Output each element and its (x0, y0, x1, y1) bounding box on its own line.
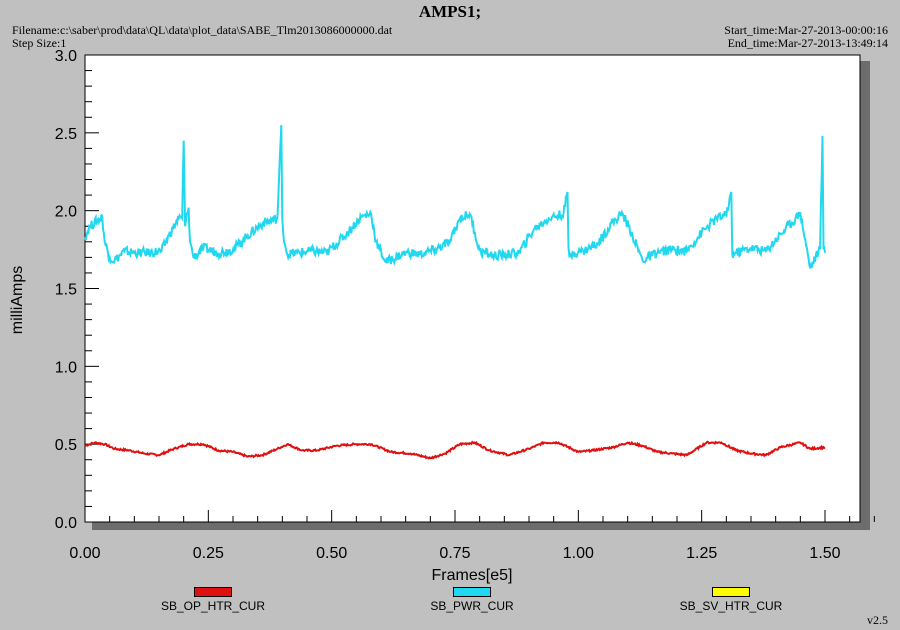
y-tick-label: 3.0 (55, 48, 77, 65)
legend-item-sv-htr: SB_SV_HTR_CUR (641, 587, 821, 613)
file-info: Filename:c:\saber\prod\data\QL\data\plot… (12, 24, 392, 50)
chart-title: AMPS1; (418, 2, 482, 21)
legend-label-sv-htr: SB_SV_HTR_CUR (679, 599, 783, 613)
legend-swatch-cyan (453, 587, 491, 597)
x-tick-label: 1.25 (686, 545, 717, 562)
x-tick-label: 0.25 (193, 545, 224, 562)
plot-area (84, 54, 861, 523)
y-tick-label: 0.0 (55, 515, 77, 532)
x-tick-label: 1.00 (563, 545, 594, 562)
series-line-sb_pwr_cur (84, 125, 826, 269)
y-tick-label: 2.0 (55, 204, 77, 221)
y-tick-label: 0.5 (55, 437, 77, 454)
legend-label-pwr: SB_PWR_CUR (430, 599, 514, 613)
series-line-sb_op_htr_cur (84, 440, 826, 460)
tick-labels: 0.0 0.5 1.0 1.5 2.0 2.5 3.0 0.00 0.25 0.50 0.75 1.0… (55, 48, 841, 562)
axis-ticks (84, 54, 875, 523)
version-text: v2.5 (867, 613, 888, 627)
y-tick-label: 1.5 (55, 282, 77, 299)
x-tick-label: 0.75 (439, 545, 470, 562)
y-tick-label: 1.0 (55, 359, 77, 376)
legend-item-pwr: SB_PWR_CUR (382, 587, 562, 613)
series-layer (84, 125, 826, 460)
time-info: Start_time:Mar-27-2013-00:00:16 End_time… (724, 24, 888, 50)
y-axis-label: milliAmps (9, 266, 26, 334)
filename-text: Filename:c:\saber\prod\data\QL\data\plot… (12, 23, 393, 37)
legend-swatch-red (194, 587, 232, 597)
y-tick-label: 2.5 (55, 126, 77, 143)
x-tick-label: 0.00 (69, 545, 100, 562)
step-size-text: Step Size:1 (12, 36, 67, 50)
x-tick-label: 0.50 (316, 545, 347, 562)
legend-label-op-htr: SB_OP_HTR_CUR (160, 599, 266, 613)
legend-item-op-htr: SB_OP_HTR_CUR (123, 587, 303, 613)
legend-swatch-yellow (712, 587, 750, 597)
x-axis-label: Frames[e5] (432, 567, 513, 584)
start-time-text: Start_time:Mar-27-2013-00:00:16 (724, 23, 888, 37)
x-tick-label: 1.50 (809, 545, 840, 562)
end-time-text: End_time:Mar-27-2013-13:49:14 (727, 36, 888, 50)
